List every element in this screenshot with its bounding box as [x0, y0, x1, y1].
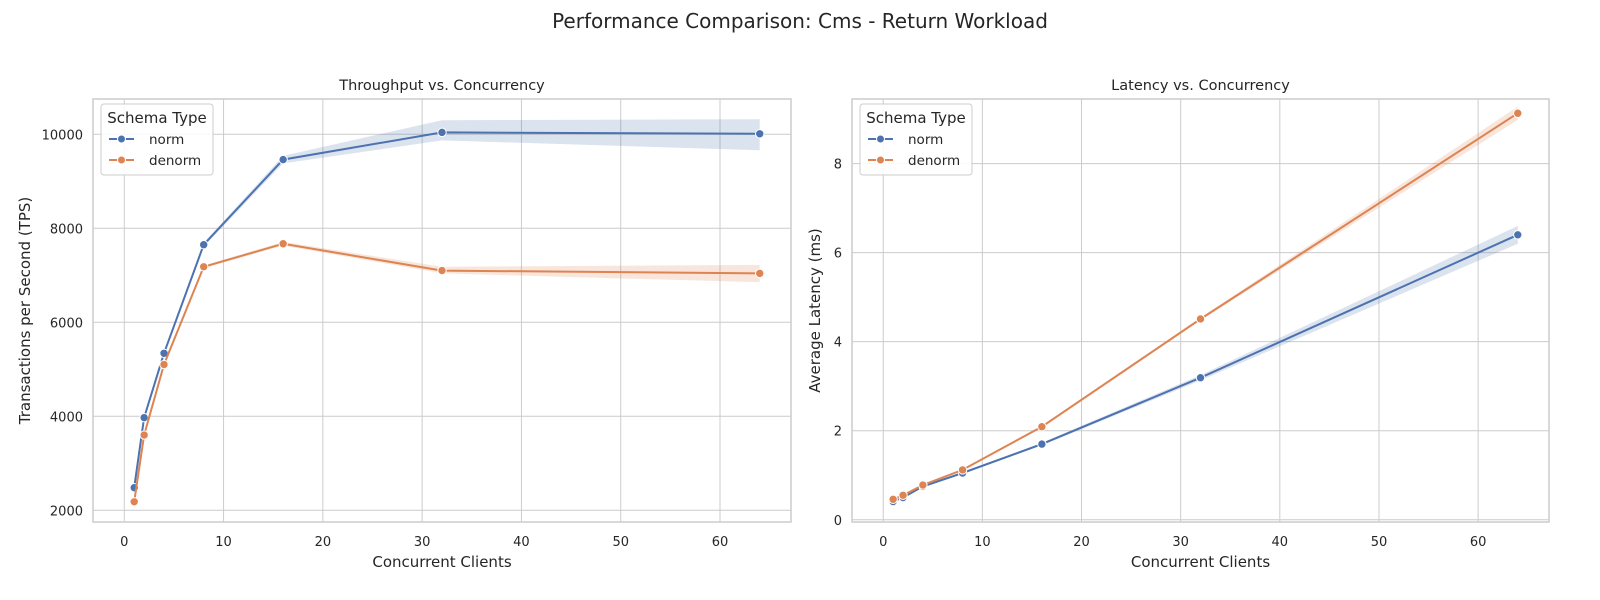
data-point-norm	[1195, 373, 1206, 383]
legend-label-norm: norm	[908, 132, 943, 148]
x-tick-label: 30	[414, 535, 431, 550]
legend: Schema Type norm denorm	[859, 103, 973, 176]
chart-title: Throughput vs. Concurrency	[338, 78, 545, 94]
y-tick-label: 6	[834, 247, 842, 262]
legend-marker-norm	[117, 134, 126, 144]
data-point-norm	[1037, 439, 1047, 449]
x-tick-label: 60	[712, 535, 729, 550]
y-axis-label: Average Latency (ms)	[806, 228, 824, 393]
data-point-denorm	[139, 430, 149, 440]
data-point-denorm	[129, 497, 139, 507]
y-tick-label: 2	[834, 425, 842, 440]
x-tick-label: 20	[1073, 535, 1090, 550]
y-tick-label: 6000	[50, 316, 83, 331]
y-tick-label: 10000	[42, 128, 83, 143]
x-tick-label: 0	[120, 535, 128, 550]
legend-label-denorm: denorm	[149, 153, 201, 169]
axes-frame	[92, 98, 792, 523]
legend-box	[100, 103, 214, 176]
x-tick-label: 50	[1371, 535, 1388, 550]
x-tick-label: 30	[1172, 535, 1189, 550]
data-point-norm	[1513, 230, 1523, 240]
data-point-denorm	[888, 494, 898, 504]
x-tick-label: 50	[612, 535, 629, 550]
throughput-chart: 0 10 20 30 40 50 60 2000 4000 6000 8000 10000 Throug…	[16, 78, 792, 571]
data-point-denorm	[437, 265, 447, 276]
data-point-norm	[755, 129, 765, 139]
data-point-denorm	[755, 268, 765, 279]
x-tick-label: 40	[1272, 535, 1289, 550]
legend-marker-norm	[876, 134, 885, 144]
data-point-denorm	[1037, 422, 1047, 432]
legend-title: Schema Type	[107, 109, 207, 127]
data-point-denorm	[159, 359, 169, 370]
y-tick-label: 8000	[50, 222, 83, 237]
x-axis-label: Concurrent Clients	[1131, 553, 1270, 571]
data-point-denorm	[918, 480, 928, 490]
data-point-denorm	[1195, 314, 1206, 324]
axes-frame	[851, 98, 1550, 523]
data-point-denorm	[278, 239, 288, 249]
data-point-norm	[199, 240, 209, 250]
x-tick-label: 10	[974, 535, 991, 550]
y-axis-label: Transactions per Second (TPS)	[16, 197, 34, 425]
confidence-band-denorm	[134, 241, 760, 504]
y-tick-label: 4000	[50, 410, 83, 425]
legend: Schema Type norm denorm	[100, 103, 214, 176]
legend-marker-denorm	[117, 155, 126, 165]
x-tick-label: 0	[879, 535, 887, 550]
data-point-denorm	[199, 262, 209, 272]
legend-box	[859, 103, 973, 176]
y-tick-label: 8	[834, 158, 842, 173]
legend-label-norm: norm	[149, 132, 184, 148]
x-tick-label: 40	[513, 535, 530, 550]
y-tick-label: 4	[834, 336, 842, 351]
data-point-denorm	[1513, 108, 1523, 118]
latency-chart: 0 10 20 30 40 50 60 0 2 4 6 8 Latency vs. Concurrenc…	[806, 78, 1550, 571]
legend-label-denorm: denorm	[908, 153, 960, 169]
legend-marker-denorm	[876, 155, 885, 165]
data-point-norm	[139, 412, 149, 423]
x-tick-label: 20	[315, 535, 332, 550]
figure-title: Performance Comparison: Cms - Return Wor…	[552, 9, 1048, 33]
x-tick-label: 10	[215, 535, 232, 550]
data-point-norm	[278, 154, 288, 165]
x-axis-label: Concurrent Clients	[372, 553, 511, 571]
data-point-norm	[437, 127, 447, 138]
data-point-denorm	[898, 490, 908, 500]
y-tick-label: 0	[834, 514, 842, 529]
y-tick-label: 2000	[50, 504, 83, 519]
x-tick-label: 60	[1470, 535, 1487, 550]
data-point-denorm	[957, 465, 968, 475]
legend-title: Schema Type	[866, 109, 966, 127]
chart-title: Latency vs. Concurrency	[1111, 78, 1290, 94]
